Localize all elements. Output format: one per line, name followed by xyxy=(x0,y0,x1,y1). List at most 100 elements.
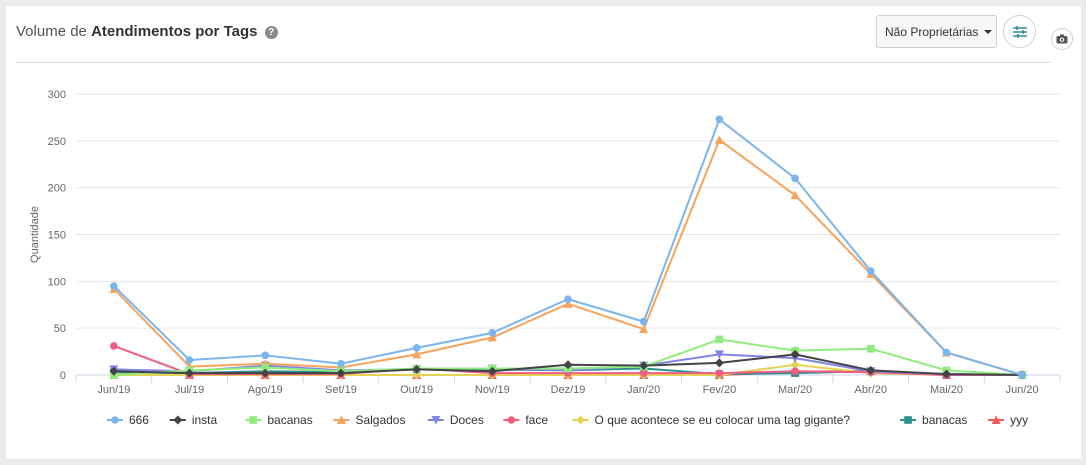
legend-item[interactable]: Salgados xyxy=(333,413,405,427)
filter-settings-button[interactable] xyxy=(1003,15,1036,48)
legend-marker xyxy=(991,415,1001,424)
series-1 xyxy=(109,349,1027,380)
data-point xyxy=(866,344,875,353)
data-point xyxy=(714,135,724,144)
x-tick-label: Dez/19 xyxy=(551,384,586,396)
data-point xyxy=(261,351,270,360)
legend-label: insta xyxy=(192,413,218,427)
ownership-filter-dropdown[interactable]: Não Proprietárias xyxy=(876,15,997,48)
data-point xyxy=(185,368,195,378)
y-tick-label: 300 xyxy=(48,89,66,101)
title-prefix: Volume de xyxy=(16,23,87,40)
data-point xyxy=(714,350,724,359)
data-point xyxy=(337,359,345,368)
data-point xyxy=(260,368,270,378)
dropdown-label: Não Proprietárias xyxy=(885,24,979,39)
legend-label: bacanas xyxy=(267,413,312,427)
legend-item[interactable]: O que acontece se eu colocar uma tag gig… xyxy=(572,413,851,427)
sliders-icon xyxy=(1012,25,1027,38)
data-point xyxy=(336,368,346,378)
series-line xyxy=(113,118,1023,376)
y-axis-title: Quantidade xyxy=(29,206,41,263)
data-point xyxy=(714,358,724,368)
data-point xyxy=(110,342,118,350)
y-tick-label: 50 xyxy=(54,323,66,335)
data-point xyxy=(109,366,119,376)
legend-item[interactable]: insta xyxy=(169,413,218,427)
data-point xyxy=(487,366,497,376)
chevron-down-icon xyxy=(984,29,993,34)
x-tick-label: Jun/20 xyxy=(1006,384,1039,396)
data-point xyxy=(715,115,724,124)
legend-item[interactable]: 666 xyxy=(106,413,149,427)
legend-label: 666 xyxy=(129,413,149,427)
data-point xyxy=(563,360,573,370)
y-tick-label: 250 xyxy=(48,136,66,148)
data-point xyxy=(412,344,421,352)
header-divider xyxy=(16,62,1051,63)
legend-item[interactable]: yyy xyxy=(988,413,1028,427)
x-tick-label: Jan/20 xyxy=(627,384,660,396)
data-point xyxy=(185,356,194,364)
data-point xyxy=(639,317,648,326)
y-tick-label: 0 xyxy=(60,370,66,382)
data-point xyxy=(790,190,800,200)
legend-item[interactable]: bacanas xyxy=(245,413,313,427)
data-point xyxy=(639,369,648,377)
x-tick-label: Set/19 xyxy=(325,384,357,396)
x-tick-label: Fev/20 xyxy=(703,384,737,396)
legend-marker xyxy=(336,415,346,424)
data-point xyxy=(412,364,422,374)
legend-marker xyxy=(431,416,441,425)
x-tick-label: Abr/20 xyxy=(855,384,887,396)
data-point xyxy=(790,360,800,370)
camera-icon xyxy=(1056,34,1068,44)
data-point xyxy=(261,363,270,372)
legend-item[interactable]: Doces xyxy=(427,413,484,427)
legend-marker xyxy=(576,415,586,425)
chart-card: Volume de Atendimentos por Tags ? Não Pr… xyxy=(6,6,1081,459)
series-0 xyxy=(110,115,1026,379)
legend-label: O que acontece se eu colocar uma tag gig… xyxy=(595,413,851,427)
series-3 xyxy=(109,135,1027,379)
x-tick-label: Nov/19 xyxy=(475,384,510,396)
legend-marker xyxy=(507,416,516,424)
legend-label: face xyxy=(525,413,548,427)
chart-title: Volume de Atendimentos por Tags ? xyxy=(16,23,278,40)
data-point xyxy=(412,370,422,380)
data-point xyxy=(791,367,799,376)
data-point xyxy=(1018,371,1026,379)
series-line xyxy=(113,138,1023,376)
y-tick-label: 200 xyxy=(48,183,66,195)
chart-legend: 666 insta bacanas Salgados Doces face O que ac… xyxy=(106,413,1028,427)
data-point xyxy=(564,295,572,303)
x-tick-label: Ago/19 xyxy=(248,384,283,396)
title-bold: Atendimentos por Tags xyxy=(91,23,258,40)
data-point xyxy=(791,174,799,183)
legend-item[interactable]: face xyxy=(503,413,548,427)
data-point xyxy=(715,369,724,377)
data-point xyxy=(488,329,497,337)
legend-marker xyxy=(249,416,258,424)
legend-marker xyxy=(904,416,912,424)
x-tick-label: Mar/20 xyxy=(778,384,812,396)
x-tick-label: Jun/19 xyxy=(97,384,130,396)
legend-label: Doces xyxy=(450,413,484,427)
x-tick-label: Jul/19 xyxy=(175,384,204,396)
data-point xyxy=(412,349,422,359)
export-button[interactable] xyxy=(1051,28,1073,50)
y-tick-label: 100 xyxy=(48,276,66,288)
data-point xyxy=(715,335,724,344)
data-point xyxy=(866,365,876,375)
data-point xyxy=(941,369,951,379)
data-point xyxy=(790,349,800,359)
data-point xyxy=(639,324,649,334)
data-point xyxy=(942,348,951,357)
help-circle-icon[interactable]: ? xyxy=(264,26,278,39)
y-tick-label: 150 xyxy=(48,230,66,242)
legend-item[interactable]: banacas xyxy=(900,413,967,427)
data-point xyxy=(487,333,497,342)
legend-marker xyxy=(111,416,119,424)
legend-label: banacas xyxy=(922,413,967,427)
